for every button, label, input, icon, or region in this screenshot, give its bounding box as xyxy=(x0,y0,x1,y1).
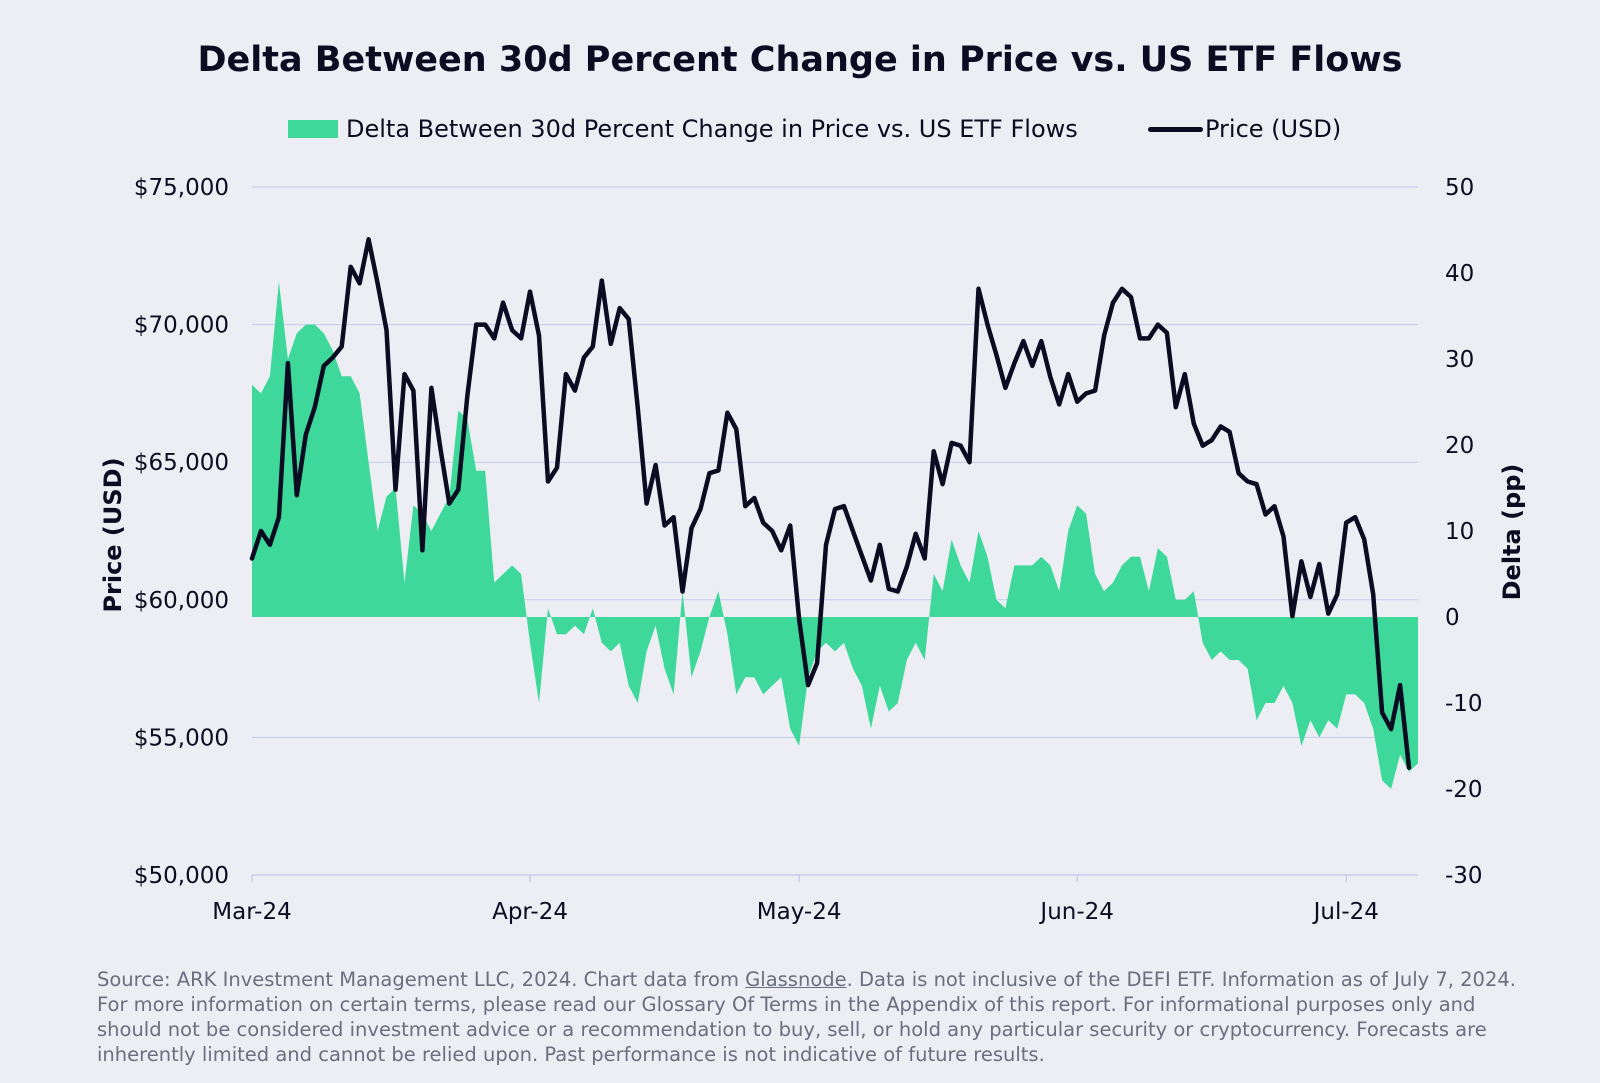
footnote-text-start: Source: ARK Investment Management LLC, 2… xyxy=(97,968,746,991)
y-left-tick-label: $70,000 xyxy=(134,313,229,339)
y-right-tick-label: 30 xyxy=(1445,347,1474,373)
delta-area-series xyxy=(252,281,1418,789)
y-left-tick-label: $60,000 xyxy=(134,588,229,614)
footnote-text-end: . Data is not inclusive of the DEFI ETF.… xyxy=(97,968,1516,1066)
y-right-tick-label: -30 xyxy=(1445,863,1483,889)
y-axis-left-title: Price (USD) xyxy=(99,457,127,613)
y-right-tick-label: 40 xyxy=(1445,261,1474,287)
y-right-tick-label: -20 xyxy=(1445,777,1483,803)
y-right-tick-label: 0 xyxy=(1445,605,1460,631)
chart-title: Delta Between 30d Percent Change in Pric… xyxy=(197,40,1403,80)
y-left-tick-label: $65,000 xyxy=(134,450,229,476)
glassnode-link[interactable]: Glassnode xyxy=(745,968,847,991)
y-left-tick-label: $55,000 xyxy=(134,725,229,751)
y-right-tick-label: 50 xyxy=(1445,175,1474,201)
legend-item-delta: Delta Between 30d Percent Change in Pric… xyxy=(288,115,1078,143)
legend-item-price: Price (USD) xyxy=(1148,115,1341,143)
y-left-tick-label: $50,000 xyxy=(134,863,229,889)
y-right-tick-label: -10 xyxy=(1445,691,1483,717)
x-tick-label: Jul-24 xyxy=(1312,899,1379,925)
legend-label-delta: Delta Between 30d Percent Change in Pric… xyxy=(346,115,1078,143)
y-left-tick-label: $75,000 xyxy=(134,175,229,201)
x-tick-label: Apr-24 xyxy=(492,899,568,925)
legend-label-price: Price (USD) xyxy=(1205,115,1342,143)
chart-plot: $75,000 $70,000 $65,000 $60,000 $55,000 $50,0… xyxy=(134,175,1483,925)
y-axis-right-title: Delta (pp) xyxy=(1498,463,1526,601)
legend-swatch-delta xyxy=(288,120,338,138)
price-line-series xyxy=(249,237,1412,770)
legend: Delta Between 30d Percent Change in Pric… xyxy=(0,115,1600,155)
y-right-tick-label: 10 xyxy=(1445,519,1474,545)
legend-swatch-price xyxy=(1148,126,1203,132)
y-right-tick-label: 20 xyxy=(1445,433,1474,459)
x-tick-label: May-24 xyxy=(757,899,842,925)
x-tick-label: Mar-24 xyxy=(212,899,292,925)
x-tick-label: Jun-24 xyxy=(1038,899,1114,925)
source-footnote: Source: ARK Investment Management LLC, 2… xyxy=(97,967,1537,1067)
